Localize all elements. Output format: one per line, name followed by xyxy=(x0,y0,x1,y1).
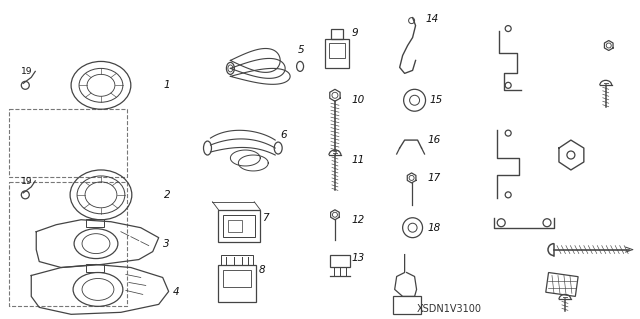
Text: 12: 12 xyxy=(352,215,365,225)
Bar xyxy=(325,39,349,68)
Text: 9: 9 xyxy=(352,27,358,38)
Text: 14: 14 xyxy=(426,14,439,24)
Bar xyxy=(223,215,255,237)
Bar xyxy=(329,42,345,58)
Bar xyxy=(218,264,256,302)
Text: 19: 19 xyxy=(21,67,33,77)
Text: 16: 16 xyxy=(428,135,441,145)
Text: 4: 4 xyxy=(173,287,179,297)
Text: 8: 8 xyxy=(259,264,265,275)
Text: XSDN1V3100: XSDN1V3100 xyxy=(417,304,482,314)
Bar xyxy=(223,270,252,287)
Text: 5: 5 xyxy=(298,46,305,56)
Text: 3: 3 xyxy=(163,239,170,249)
Text: 13: 13 xyxy=(352,253,365,263)
Text: 1: 1 xyxy=(164,80,170,90)
Bar xyxy=(330,255,350,267)
Text: 15: 15 xyxy=(429,95,443,105)
Text: 10: 10 xyxy=(352,95,365,105)
Bar xyxy=(393,296,420,314)
Text: 6: 6 xyxy=(280,130,287,140)
Text: 2: 2 xyxy=(164,190,170,200)
Bar xyxy=(86,219,104,227)
Bar xyxy=(218,210,260,241)
Bar xyxy=(9,182,127,306)
Bar xyxy=(221,255,253,264)
Text: 18: 18 xyxy=(428,223,441,233)
Bar xyxy=(331,29,343,39)
Text: 7: 7 xyxy=(262,213,269,223)
Bar xyxy=(546,272,578,296)
Text: 17: 17 xyxy=(428,173,441,183)
Bar xyxy=(86,263,104,271)
Bar xyxy=(228,220,243,232)
Text: 11: 11 xyxy=(352,155,365,165)
Bar xyxy=(9,109,127,177)
Text: 19: 19 xyxy=(21,177,33,186)
